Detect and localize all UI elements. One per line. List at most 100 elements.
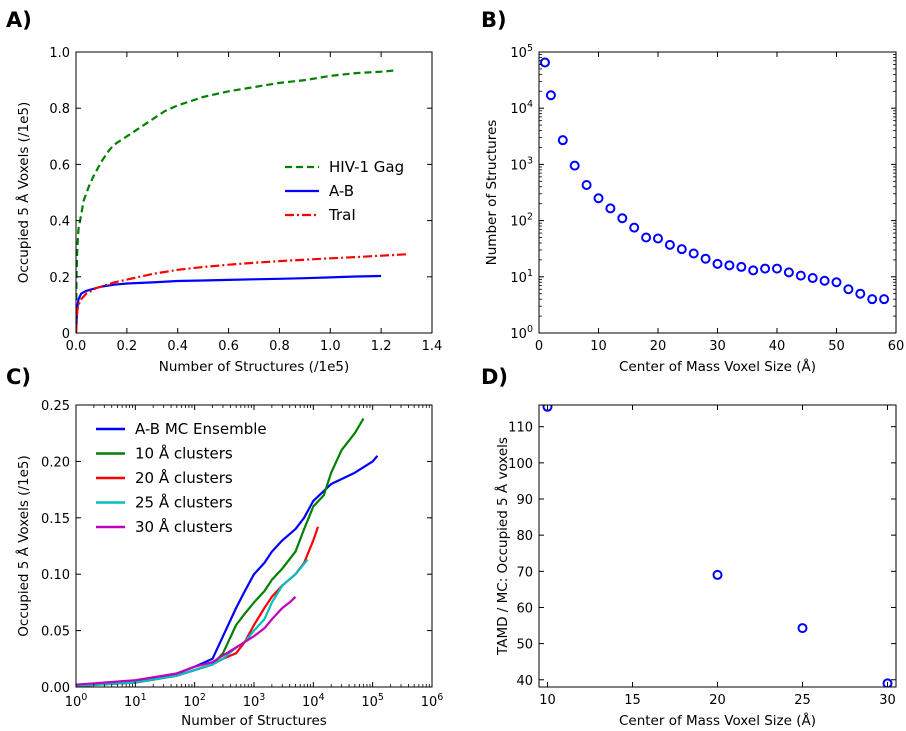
- x-tick-label: 10: [539, 693, 556, 708]
- y-tick-label: 40: [516, 674, 533, 689]
- x-tick-label: 30: [879, 693, 896, 708]
- data-point: [545, 90, 556, 101]
- data-point: [760, 263, 771, 274]
- data-point: [867, 294, 878, 305]
- x-axis-label: Number of Structures (/1e5): [159, 359, 350, 375]
- y-tick-label: 1.0: [49, 46, 70, 61]
- data-layer: [542, 405, 893, 687]
- y-tick-label: 70: [516, 565, 533, 580]
- panel-a: A) 0.0 0.2 0.4 0.6 0.8 1.0 1.2 1.4 0 0.2 0.4 0.6 0.8 1…: [6, 8, 442, 375]
- legend-entry: 10 Å clusters: [135, 444, 233, 463]
- data-point: [819, 275, 830, 286]
- series-line-2: [76, 526, 320, 687]
- x-tick-label: 15: [624, 693, 641, 708]
- data-point: [605, 203, 616, 214]
- panel-label: D): [481, 365, 508, 389]
- data-point: [664, 239, 675, 250]
- data-point: [882, 678, 893, 687]
- y-tick-label: 101: [510, 268, 533, 286]
- data-point: [617, 213, 628, 224]
- data-point: [795, 270, 806, 281]
- data-point: [712, 569, 723, 580]
- x-axis-label: Number of Structures: [181, 713, 327, 729]
- panel-label: B): [481, 8, 507, 32]
- x-tick-label: 100: [65, 692, 88, 710]
- x-tick-label: 0.4: [167, 339, 188, 354]
- data-point: [542, 405, 553, 412]
- data-point: [831, 277, 842, 288]
- data-point: [569, 160, 580, 171]
- x-tick-label: 10: [590, 339, 607, 354]
- x-tick-label: 1.4: [422, 339, 443, 354]
- data-point: [688, 248, 699, 259]
- y-tick-label: 0.4: [49, 215, 70, 230]
- y-tick-label: 0.10: [41, 568, 70, 583]
- legend-entry: 20 Å clusters: [135, 468, 233, 487]
- legend-entry: A-B MC Ensemble: [135, 420, 267, 438]
- y-axis-label: Occupied 5 Å Voxels (/1e5): [15, 455, 32, 636]
- data-point: [843, 284, 854, 295]
- panel-b: B) 0 10 20 30 40 50 60 Center of Mass Voxel Size…: [481, 8, 904, 375]
- x-tick-label: 101: [124, 692, 147, 710]
- x-tick-label: 0.0: [66, 339, 87, 354]
- axes-frame: [538, 51, 897, 334]
- y-tick-label: 0.20: [41, 455, 70, 470]
- y-tick-label: 0.00: [41, 681, 70, 696]
- axes-frame: [75, 51, 433, 334]
- x-tick-label: 0.2: [117, 339, 138, 354]
- data-point: [736, 261, 747, 272]
- x-tick-label: 105: [361, 692, 384, 710]
- series-line-2: [76, 253, 407, 333]
- data-point: [539, 57, 550, 68]
- x-tick-label: 20: [650, 339, 667, 354]
- data-point: [557, 135, 568, 146]
- y-axis-label: TAMD / MC: Occupied 5 Å voxels: [494, 437, 511, 656]
- panel-d: D) 10 15 20 25 30 40 50 60 70 80 90 100 110 Center of …: [481, 365, 897, 729]
- data-point: [855, 288, 866, 299]
- data-point: [807, 273, 818, 284]
- panel-label: C): [6, 365, 31, 389]
- x-tick-label: 25: [794, 693, 811, 708]
- data-point: [724, 260, 735, 271]
- x-tick-label: 1.0: [320, 339, 341, 354]
- x-tick-label: 103: [243, 692, 266, 710]
- series-line-4: [76, 596, 297, 686]
- y-tick-label: 105: [510, 43, 533, 61]
- x-tick-label: 60: [888, 339, 905, 354]
- x-tick-label: 104: [302, 692, 325, 710]
- series-line-0: [76, 69, 397, 333]
- legend-entry: A-B: [329, 182, 354, 200]
- x-tick-label: 40: [769, 339, 786, 354]
- axes-frame: [75, 404, 433, 688]
- x-axis-label: Center of Mass Voxel Size (Å): [619, 358, 816, 375]
- series-line-0: [76, 455, 379, 686]
- panel-label: A): [6, 8, 32, 32]
- y-tick-label: 103: [510, 155, 533, 173]
- series-line-1: [76, 274, 382, 333]
- data-point: [581, 179, 592, 190]
- data-point: [797, 623, 808, 634]
- y-tick-label: 90: [516, 493, 533, 508]
- data-point: [593, 193, 604, 204]
- x-tick-label: 0: [535, 339, 543, 354]
- data-layer: [76, 417, 379, 687]
- data-point: [748, 265, 759, 276]
- data-point: [712, 258, 723, 269]
- y-axis-label: Number of Structures: [484, 120, 500, 266]
- x-axis-label: Center of Mass Voxel Size (Å): [619, 712, 816, 729]
- y-axis-label: Occupied 5 Å Voxels (/1e5): [15, 102, 32, 283]
- x-tick-label: 20: [709, 693, 726, 708]
- x-tick-label: 106: [421, 692, 444, 710]
- y-tick-label: 0: [62, 327, 70, 342]
- data-layer: [539, 57, 890, 305]
- axes-frame: [538, 404, 897, 688]
- x-tick-label: 30: [709, 339, 726, 354]
- y-tick-label: 60: [516, 601, 533, 616]
- legend-entry: HIV-1 Gag: [329, 158, 404, 176]
- legend-entry: 30 Å clusters: [135, 517, 233, 536]
- y-tick-label: 0.05: [41, 625, 70, 640]
- data-point: [772, 263, 782, 274]
- y-tick-label: 0.15: [41, 512, 70, 527]
- panel-c: C) 0.00 0.05 0.10 0.15 0.20 0.25 Number of Stru…: [6, 365, 433, 729]
